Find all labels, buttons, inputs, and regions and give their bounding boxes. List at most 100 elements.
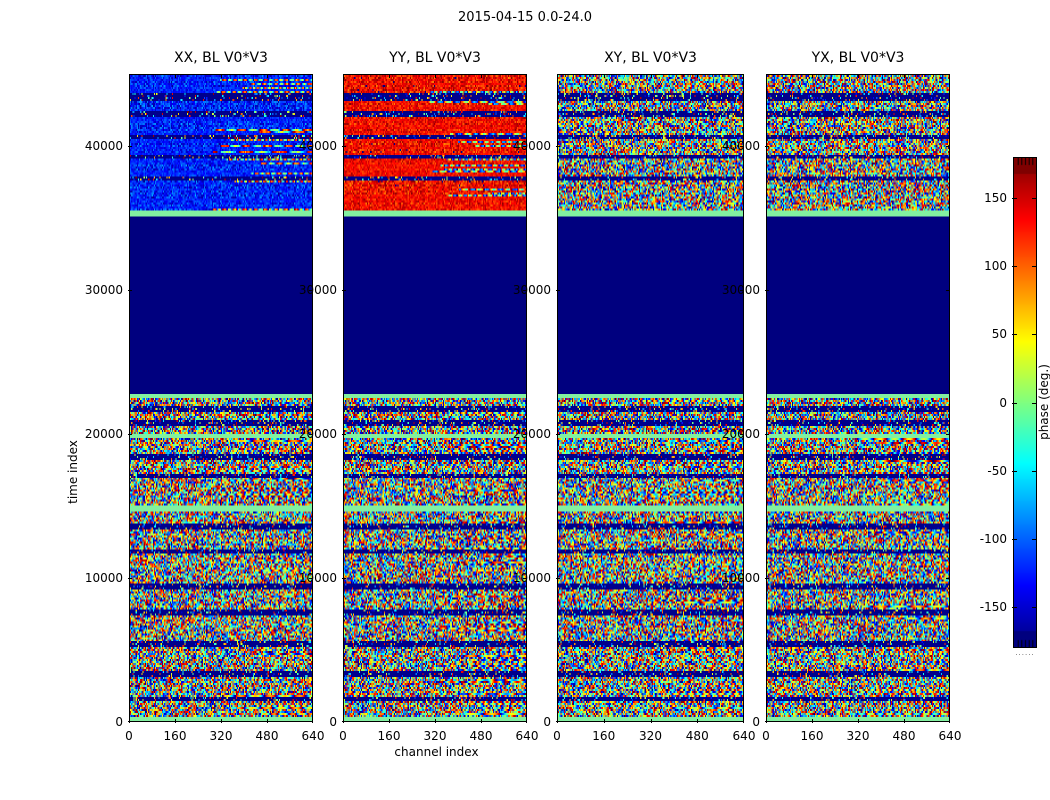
y-tick <box>128 721 132 722</box>
colorbar[interactable]: 150 100 50 0 -50 -100 -150 <box>980 157 1037 648</box>
x-tick <box>650 74 652 78</box>
x-tick <box>743 74 744 78</box>
y-tick <box>342 290 346 291</box>
colorbar-tick <box>1032 607 1037 609</box>
x-tick-label: 0 <box>339 729 347 743</box>
colorbar-tick <box>1012 470 1017 472</box>
panel-title: YX, BL V0*V3 <box>811 50 905 66</box>
x-tick <box>650 719 652 723</box>
y-tick <box>740 290 744 291</box>
colorbar-tick <box>1032 334 1037 336</box>
colorbar-tick-label: -150 <box>979 600 1007 615</box>
y-tick <box>128 146 132 147</box>
panel-plot-area[interactable] <box>766 74 950 722</box>
y-tick <box>556 721 560 722</box>
y-tick <box>523 434 527 435</box>
x-tick <box>858 74 859 78</box>
y-tick-label: 20000 <box>298 427 337 441</box>
x-tick <box>389 719 390 723</box>
colorbar-under-marker: ······ <box>1015 651 1035 659</box>
x-tick-label: 0 <box>762 729 770 743</box>
colorbar-tick <box>1012 538 1017 540</box>
colorbar-tick-label: -100 <box>979 531 1007 546</box>
panel-title: YY, BL V0*V3 <box>389 50 481 66</box>
x-tick <box>435 74 436 78</box>
x-tick <box>343 74 344 78</box>
figure-suptitle: 2015-04-15 0.0-24.0 <box>458 10 592 25</box>
y-tick <box>128 434 132 435</box>
y-tick <box>765 578 769 579</box>
x-tick-label: 640 <box>301 729 325 743</box>
x-tick-label: 160 <box>163 729 187 743</box>
y-tick-label: 0 <box>115 715 123 729</box>
y-tick-label: 30000 <box>512 283 551 297</box>
x-tick <box>557 74 558 78</box>
x-tick-label: 640 <box>938 729 962 743</box>
y-tick <box>765 146 769 147</box>
x-tick-label: 320 <box>639 729 662 743</box>
y-tick-label: 0 <box>752 715 760 729</box>
panel-plot-area[interactable] <box>129 74 313 722</box>
y-tick-label: 10000 <box>84 571 123 585</box>
y-tick <box>740 578 744 579</box>
x-tick <box>949 74 950 78</box>
x-tick <box>389 74 390 78</box>
panel-xy[interactable]: XY, BL V0*V3 0 160 320 480 640 0 10000 20000 3000… <box>513 50 756 743</box>
y-tick-label: 40000 <box>721 139 760 153</box>
panel-xx[interactable]: XX, BL V0*V3 0 160 320 480 640 0 10000 20000 3000… <box>66 50 324 743</box>
y-tick-label: 10000 <box>721 571 760 585</box>
x-tick <box>175 74 176 78</box>
x-tick <box>267 719 268 723</box>
x-axis-label: channel index <box>394 745 479 759</box>
y-tick <box>309 434 313 435</box>
x-tick-label: 640 <box>732 729 756 743</box>
y-tick-label: 40000 <box>512 139 551 153</box>
colorbar-tick-label: 0 <box>999 395 1007 410</box>
y-tick-label: 20000 <box>84 427 123 441</box>
y-tick-label: 0 <box>329 715 337 729</box>
y-tick-label: 10000 <box>298 571 337 585</box>
panel-title: XY, BL V0*V3 <box>604 50 697 66</box>
x-tick <box>812 74 813 78</box>
colorbar-tick-label: -50 <box>987 463 1007 478</box>
x-tick-label: 160 <box>377 729 401 743</box>
x-tick <box>221 719 222 723</box>
x-tick-label: 640 <box>515 729 539 743</box>
y-tick <box>765 434 769 435</box>
panel-yy[interactable]: YY, BL V0*V3 0 160 320 480 640 0 10000 20000 3000… <box>299 50 539 743</box>
x-tick <box>812 719 813 723</box>
y-tick <box>523 290 527 291</box>
colorbar-tick <box>1032 402 1037 404</box>
waterfall-image <box>130 75 312 721</box>
colorbar-tick-label: 100 <box>984 259 1007 274</box>
y-tick <box>556 578 560 579</box>
x-tick <box>904 719 905 723</box>
x-tick <box>175 719 176 723</box>
x-tick-label: 0 <box>553 729 561 743</box>
x-tick <box>603 74 605 78</box>
waterfall-image <box>558 75 743 721</box>
colorbar-tick <box>1012 334 1017 336</box>
x-tick <box>481 719 482 723</box>
x-tick-label: 480 <box>255 729 279 743</box>
y-tick <box>342 434 346 435</box>
x-tick <box>129 74 130 78</box>
y-tick <box>740 434 744 435</box>
colorbar-tick <box>1012 607 1017 609</box>
panel-plot-area[interactable] <box>557 74 744 722</box>
panel-yx[interactable]: YX, BL V0*V3 0 160 320 480 640 0 10000 20000 3000… <box>722 50 962 743</box>
y-tick-label: 40000 <box>84 139 123 153</box>
y-tick <box>309 578 313 579</box>
y-tick-label: 20000 <box>512 427 551 441</box>
colorbar-tick <box>1032 266 1037 268</box>
colorbar-tick <box>1012 266 1017 268</box>
y-tick <box>342 721 346 722</box>
x-tick-label: 480 <box>469 729 493 743</box>
panel-plot-area[interactable] <box>343 74 527 722</box>
y-tick-label: 30000 <box>298 283 337 297</box>
x-tick <box>221 74 222 78</box>
y-axis-label: time index <box>66 440 80 504</box>
x-tick <box>858 719 859 723</box>
x-tick-label: 320 <box>846 729 870 743</box>
y-tick <box>342 578 346 579</box>
